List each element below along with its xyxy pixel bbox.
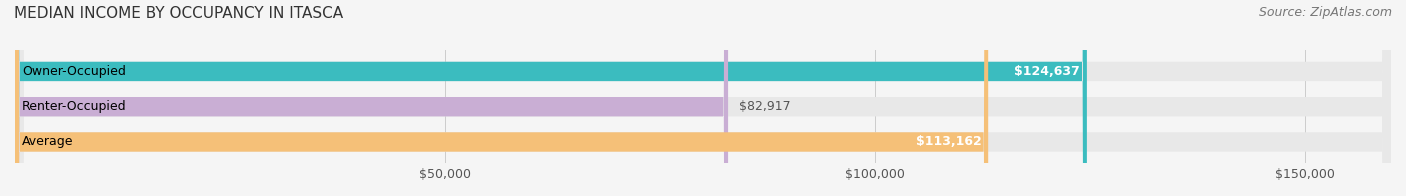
Text: MEDIAN INCOME BY OCCUPANCY IN ITASCA: MEDIAN INCOME BY OCCUPANCY IN ITASCA: [14, 6, 343, 21]
Text: $124,637: $124,637: [1014, 65, 1080, 78]
Text: $113,162: $113,162: [915, 135, 981, 149]
Text: Owner-Occupied: Owner-Occupied: [22, 65, 125, 78]
FancyBboxPatch shape: [15, 0, 1087, 196]
Text: Renter-Occupied: Renter-Occupied: [22, 100, 127, 113]
FancyBboxPatch shape: [15, 0, 1391, 196]
Text: Source: ZipAtlas.com: Source: ZipAtlas.com: [1258, 6, 1392, 19]
FancyBboxPatch shape: [15, 0, 1391, 196]
Text: Average: Average: [22, 135, 73, 149]
FancyBboxPatch shape: [15, 0, 728, 196]
Text: $82,917: $82,917: [740, 100, 790, 113]
FancyBboxPatch shape: [15, 0, 988, 196]
FancyBboxPatch shape: [15, 0, 1391, 196]
